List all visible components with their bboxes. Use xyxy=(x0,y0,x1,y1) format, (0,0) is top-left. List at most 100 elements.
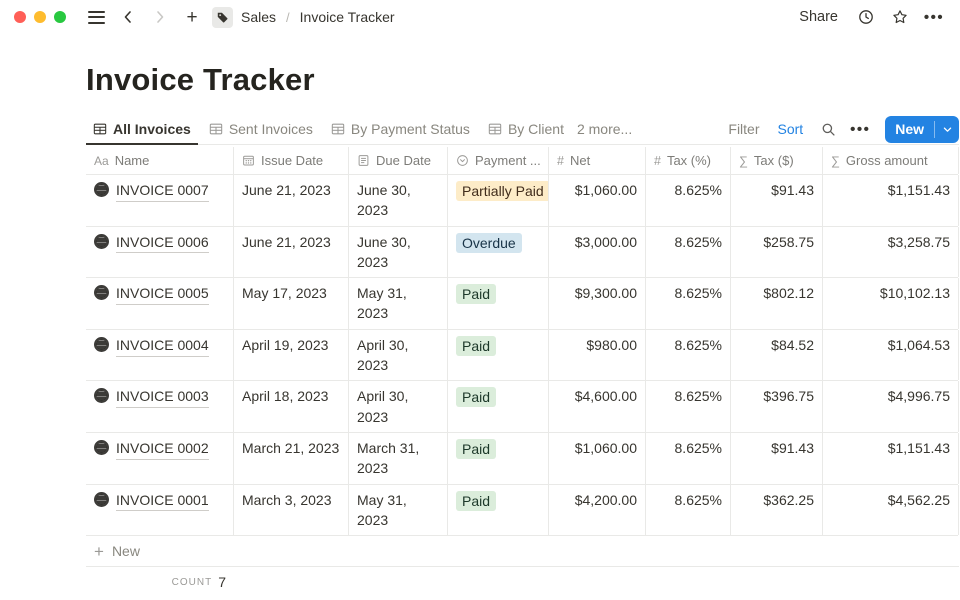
table-row[interactable]: INVOICE 0001 March 3, 2023 May 31, 2023 … xyxy=(86,484,959,537)
new-row-button[interactable]: + New xyxy=(86,536,959,568)
tax-amount-cell[interactable]: $396.75 xyxy=(731,381,823,432)
due-date-cell[interactable]: April 30, 2023 xyxy=(349,329,448,381)
gross-amount-cell[interactable]: $4,996.75 xyxy=(823,381,959,432)
page-icon-tag[interactable] xyxy=(212,6,233,28)
invoice-name-cell[interactable]: INVOICE 0006 xyxy=(86,226,234,278)
gross-amount-cell[interactable]: $4,562.25 xyxy=(823,484,959,536)
invoice-name-cell[interactable]: INVOICE 0003 xyxy=(86,381,234,432)
issue-date-cell[interactable]: March 3, 2023 xyxy=(234,484,349,536)
filter-button[interactable]: Filter xyxy=(728,121,760,137)
column-header-tax[interactable]: ∑ Tax ($) xyxy=(731,147,823,174)
gross-amount-cell[interactable]: $10,102.13 xyxy=(823,278,959,329)
column-header-name[interactable]: Aa Name xyxy=(86,147,234,174)
column-header-issue-date[interactable]: Issue Date xyxy=(234,147,349,174)
payment-status-cell[interactable]: Paid xyxy=(448,484,549,536)
tax-amount-cell[interactable]: $91.43 xyxy=(731,432,823,484)
issue-date-cell[interactable]: May 17, 2023 xyxy=(234,278,349,329)
tax-percent-cell[interactable]: 8.625% xyxy=(646,484,731,536)
share-button[interactable]: Share xyxy=(799,9,838,25)
column-header-gross-amount[interactable]: ∑ Gross amount xyxy=(823,147,959,174)
invoice-title[interactable]: INVOICE 0007 xyxy=(116,180,209,202)
invoice-name-cell[interactable]: INVOICE 0005 xyxy=(86,278,234,329)
breadcrumb-parent[interactable]: Sales xyxy=(241,9,277,25)
table-row[interactable]: INVOICE 0004 April 19, 2023 April 30, 20… xyxy=(86,329,959,382)
net-cell[interactable]: $980.00 xyxy=(549,329,646,381)
tax-amount-cell[interactable]: $84.52 xyxy=(731,329,823,381)
calc-count-cell[interactable]: COUNT 7 xyxy=(86,567,234,597)
invoice-title[interactable]: INVOICE 0006 xyxy=(116,232,209,254)
search-button[interactable] xyxy=(815,116,841,142)
net-cell[interactable]: $4,200.00 xyxy=(549,484,646,536)
sidebar-menu-icon[interactable] xyxy=(84,5,108,29)
new-entry-label[interactable]: New xyxy=(895,121,924,137)
page-more-button[interactable]: ••• xyxy=(922,5,946,29)
net-cell[interactable]: $1,060.00 xyxy=(549,432,646,484)
invoice-title[interactable]: INVOICE 0002 xyxy=(116,438,209,460)
payment-status-cell[interactable]: Partially Paid xyxy=(448,175,549,226)
gross-amount-cell[interactable]: $1,151.43 xyxy=(823,175,959,226)
tax-percent-cell[interactable]: 8.625% xyxy=(646,278,731,329)
net-cell[interactable]: $4,600.00 xyxy=(549,381,646,432)
tax-amount-cell[interactable]: $362.25 xyxy=(731,484,823,536)
tax-amount-cell[interactable]: $802.12 xyxy=(731,278,823,329)
due-date-cell[interactable]: May 31, 2023 xyxy=(349,484,448,536)
new-page-button[interactable]: + xyxy=(180,5,204,29)
table-row[interactable]: INVOICE 0002 March 21, 2023 March 31, 20… xyxy=(86,432,959,485)
net-cell[interactable]: $9,300.00 xyxy=(549,278,646,329)
payment-status-cell[interactable]: Overdue xyxy=(448,226,549,278)
due-date-cell[interactable]: April 30, 2023 xyxy=(349,381,448,432)
invoice-title[interactable]: INVOICE 0004 xyxy=(116,335,209,357)
invoice-name-cell[interactable]: INVOICE 0007 xyxy=(86,175,234,226)
issue-date-cell[interactable]: June 21, 2023 xyxy=(234,175,349,226)
table-row[interactable]: INVOICE 0006 June 21, 2023 June 30, 2023… xyxy=(86,226,959,279)
column-header-net[interactable]: # Net xyxy=(549,147,646,174)
favorite-button[interactable] xyxy=(888,5,912,29)
invoice-name-cell[interactable]: INVOICE 0001 xyxy=(86,484,234,536)
payment-status-cell[interactable]: Paid xyxy=(448,432,549,484)
due-date-cell[interactable]: June 30, 2023 xyxy=(349,175,448,226)
tax-percent-cell[interactable]: 8.625% xyxy=(646,175,731,226)
issue-date-cell[interactable]: April 18, 2023 xyxy=(234,381,349,432)
close-window-button[interactable] xyxy=(14,11,26,23)
sort-button[interactable]: Sort xyxy=(777,121,804,137)
tax-amount-cell[interactable]: $258.75 xyxy=(731,226,823,278)
tax-amount-cell[interactable]: $91.43 xyxy=(731,175,823,226)
gross-amount-cell[interactable]: $1,064.53 xyxy=(823,329,959,381)
tab-by-payment-status[interactable]: By Payment Status xyxy=(324,114,477,144)
payment-status-cell[interactable]: Paid xyxy=(448,278,549,329)
updates-button[interactable] xyxy=(854,5,878,29)
view-more-button[interactable]: ••• xyxy=(847,116,873,142)
page-title[interactable]: Invoice Tracker xyxy=(86,62,315,97)
invoice-title[interactable]: INVOICE 0005 xyxy=(116,283,209,305)
tab-2-more[interactable]: 2 more... xyxy=(575,114,639,144)
invoice-name-cell[interactable]: INVOICE 0002 xyxy=(86,432,234,484)
zoom-window-button[interactable] xyxy=(54,11,66,23)
table-row[interactable]: INVOICE 0003 April 18, 2023 April 30, 20… xyxy=(86,381,959,433)
tab-sent-invoices[interactable]: Sent Invoices xyxy=(202,114,320,144)
tax-percent-cell[interactable]: 8.625% xyxy=(646,226,731,278)
gross-amount-cell[interactable]: $3,258.75 xyxy=(823,226,959,278)
issue-date-cell[interactable]: March 21, 2023 xyxy=(234,432,349,484)
payment-status-cell[interactable]: Paid xyxy=(448,329,549,381)
column-header-tax[interactable]: # Tax (%) xyxy=(646,147,731,174)
table-row[interactable]: INVOICE 0005 May 17, 2023 May 31, 2023 P… xyxy=(86,278,959,330)
payment-status-cell[interactable]: Paid xyxy=(448,381,549,432)
gross-amount-cell[interactable]: $1,151.43 xyxy=(823,432,959,484)
tab-all-invoices[interactable]: All Invoices xyxy=(86,115,198,145)
breadcrumb-current[interactable]: Invoice Tracker xyxy=(299,9,395,25)
tax-percent-cell[interactable]: 8.625% xyxy=(646,381,731,432)
issue-date-cell[interactable]: June 21, 2023 xyxy=(234,226,349,278)
invoice-title[interactable]: INVOICE 0003 xyxy=(116,386,209,409)
table-row[interactable]: INVOICE 0007 June 21, 2023 June 30, 2023… xyxy=(86,175,959,227)
nav-forward-button[interactable] xyxy=(148,5,172,29)
due-date-cell[interactable]: May 31, 2023 xyxy=(349,278,448,329)
invoice-name-cell[interactable]: INVOICE 0004 xyxy=(86,329,234,381)
minimize-window-button[interactable] xyxy=(34,11,46,23)
tax-percent-cell[interactable]: 8.625% xyxy=(646,432,731,484)
due-date-cell[interactable]: June 30, 2023 xyxy=(349,226,448,278)
column-header-due-date[interactable]: Due Date xyxy=(349,147,448,174)
net-cell[interactable]: $1,060.00 xyxy=(549,175,646,226)
tab-by-client[interactable]: By Client xyxy=(481,114,571,144)
new-entry-button[interactable]: New xyxy=(885,115,959,143)
net-cell[interactable]: $3,000.00 xyxy=(549,226,646,278)
